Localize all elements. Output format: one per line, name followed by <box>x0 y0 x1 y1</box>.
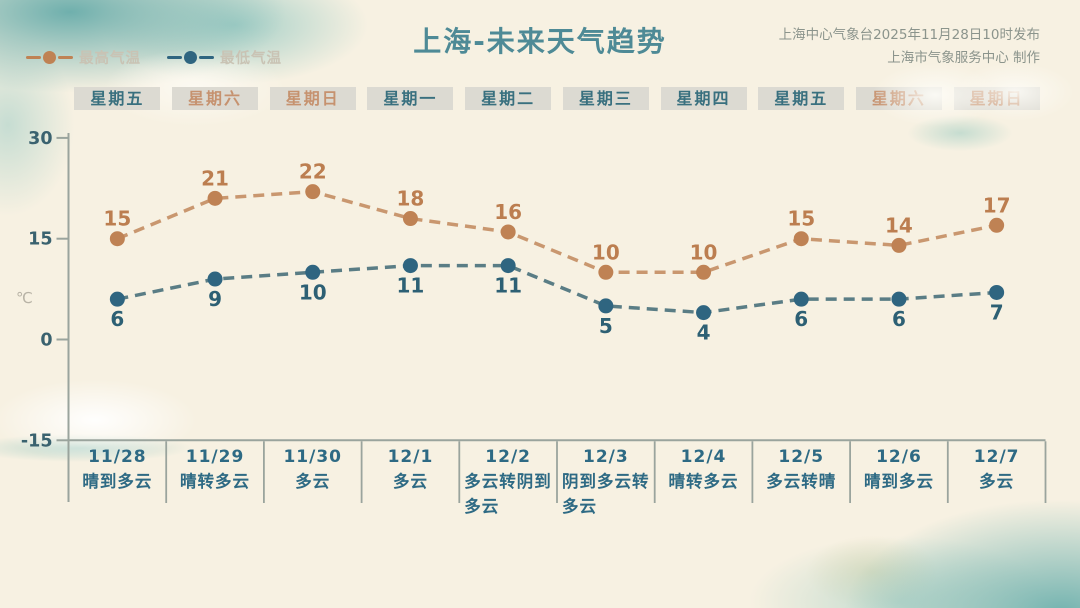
weekday-cell: 星期三 <box>562 87 649 110</box>
weekday-cell: 星期六 <box>172 87 259 110</box>
weekday-cell: 星期四 <box>660 87 747 110</box>
weekday-cell: 星期五 <box>74 87 161 110</box>
weekday-cell: 星期日 <box>269 87 356 110</box>
weekday-cell: 星期五 <box>758 87 845 110</box>
weekday-cell: 星期日 <box>953 87 1040 110</box>
weekday-cell: 星期一 <box>367 87 454 110</box>
weekday-cell: 星期二 <box>465 87 552 110</box>
weekday-cell: 星期六 <box>855 87 942 110</box>
